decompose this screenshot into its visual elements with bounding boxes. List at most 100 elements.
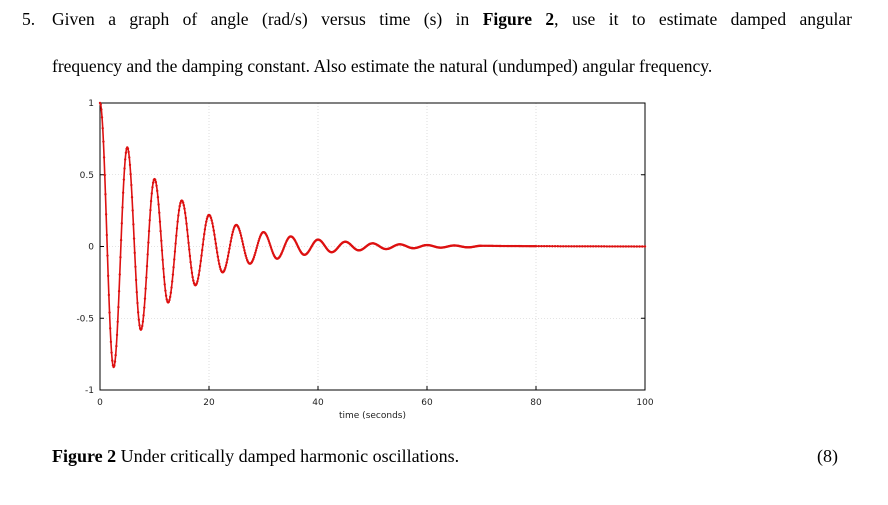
data-point xyxy=(161,258,164,262)
data-point xyxy=(134,278,138,282)
data-point xyxy=(131,209,134,212)
data-point xyxy=(253,253,256,257)
data-point xyxy=(160,249,164,252)
data-point xyxy=(230,236,233,240)
y-tick-label: 1 xyxy=(88,99,94,109)
data-point xyxy=(258,237,261,240)
data-point xyxy=(240,237,243,240)
data-point xyxy=(102,156,106,159)
data-point xyxy=(641,245,644,248)
data-point xyxy=(177,214,180,217)
data-point xyxy=(638,245,641,248)
data-point xyxy=(605,245,609,248)
data-series xyxy=(98,101,647,369)
data-point xyxy=(589,245,592,248)
data-point xyxy=(173,258,176,261)
data-point xyxy=(198,264,202,268)
data-point xyxy=(156,195,160,199)
data-point xyxy=(145,276,148,279)
data-point xyxy=(581,245,584,248)
data-point xyxy=(643,245,647,248)
data-point xyxy=(231,230,235,234)
data-point xyxy=(128,156,131,159)
data-point xyxy=(135,290,138,294)
data-point xyxy=(214,242,218,245)
data-point xyxy=(270,248,273,251)
data-point xyxy=(162,267,165,270)
data-point xyxy=(239,234,243,237)
damped-oscillation-chart: 0 20 40 60 80 100 1 0.5 0 -0.5 -1 time (seconds) xyxy=(76,99,653,421)
data-point xyxy=(119,238,123,242)
data-point xyxy=(197,273,200,277)
data-point xyxy=(608,245,611,248)
data-point xyxy=(223,268,226,271)
data-point xyxy=(155,184,158,187)
data-point xyxy=(186,228,189,232)
data-point xyxy=(200,254,203,257)
data-point xyxy=(113,360,117,363)
data-point xyxy=(140,327,143,330)
data-point xyxy=(203,228,207,231)
data-point xyxy=(162,275,166,279)
data-point xyxy=(176,220,179,223)
y-tick-label: -1 xyxy=(85,386,94,396)
question: 5. Given a graph of angle (rad/s) versus… xyxy=(22,8,852,78)
data-point xyxy=(559,245,562,248)
data-point xyxy=(200,248,204,252)
data-point xyxy=(159,229,162,233)
data-point xyxy=(169,291,173,294)
data-point xyxy=(136,311,140,314)
data-point xyxy=(570,245,573,248)
data-point xyxy=(575,245,579,248)
data-point xyxy=(127,150,130,154)
data-point xyxy=(143,306,146,309)
data-point xyxy=(551,245,554,248)
data-point xyxy=(130,196,134,199)
data-point xyxy=(254,249,258,252)
data-point xyxy=(632,245,636,248)
data-point xyxy=(211,222,214,225)
data-point xyxy=(190,271,194,275)
data-point xyxy=(556,245,559,248)
data-point xyxy=(217,259,220,262)
data-point xyxy=(174,242,177,245)
data-point xyxy=(149,208,152,212)
data-point xyxy=(150,192,153,195)
data-point xyxy=(239,231,242,235)
data-point xyxy=(141,324,144,328)
data-point xyxy=(237,227,241,230)
data-point xyxy=(179,201,182,205)
x-axis-label: time (seconds) xyxy=(339,411,406,421)
data-point xyxy=(156,189,159,193)
data-point xyxy=(226,254,230,258)
data-point xyxy=(184,216,188,220)
data-point xyxy=(149,199,153,203)
data-point xyxy=(105,233,109,237)
data-point xyxy=(542,245,546,248)
data-point xyxy=(269,246,273,249)
data-point xyxy=(540,245,543,248)
data-point xyxy=(183,207,186,210)
chart-grid xyxy=(100,103,645,390)
data-point xyxy=(205,217,209,220)
data-point xyxy=(198,269,201,272)
data-point xyxy=(170,286,173,289)
data-point xyxy=(167,300,171,304)
data-point xyxy=(126,147,130,150)
data-point xyxy=(100,108,103,111)
data-point xyxy=(165,298,168,301)
data-point xyxy=(145,264,149,268)
data-point xyxy=(110,351,113,354)
data-point xyxy=(545,245,549,248)
question-marks: (8) xyxy=(817,446,838,466)
y-tick-label: 0.5 xyxy=(80,171,94,181)
data-point xyxy=(120,222,123,225)
data-point xyxy=(537,245,540,248)
data-point xyxy=(229,240,232,243)
data-point xyxy=(241,243,245,246)
data-point xyxy=(232,228,235,231)
data-point xyxy=(148,218,151,222)
data-point xyxy=(195,282,198,285)
data-point xyxy=(124,151,128,155)
data-point xyxy=(204,224,207,227)
